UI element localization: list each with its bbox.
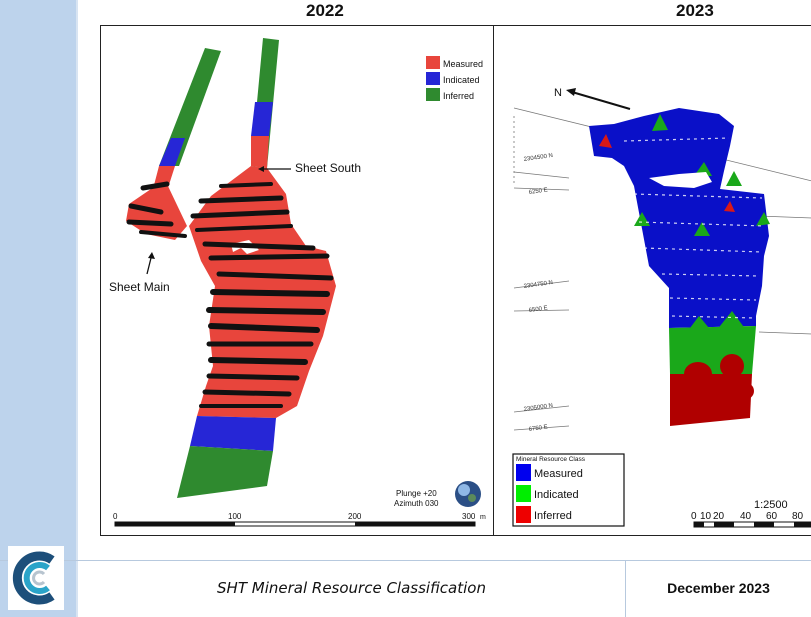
scale2-label-10: 10 — [700, 511, 712, 522]
scale-bar-2023 — [693, 521, 811, 528]
scale-bar-seg-1 — [115, 522, 235, 526]
legend-2022: Measured Indicated Inferred — [426, 56, 483, 101]
legend-2023-title: Mineral Resource Class — [516, 456, 586, 463]
legend-swatch-inferred — [426, 88, 440, 101]
model-2022-figure: Measured Indicated Inferred Sheet South … — [109, 38, 486, 527]
scale-unit: m — [480, 514, 486, 521]
scale-label-300: 300 — [462, 512, 476, 521]
plunge-label: Plunge +20 — [396, 489, 437, 498]
sheet-main-label: Sheet Main — [109, 280, 170, 294]
grid-label-1: 2304500 N — [523, 153, 553, 163]
inferred-domes — [684, 354, 754, 400]
legend-swatch-indicated — [426, 72, 440, 85]
title-2023: 2023 — [676, 1, 714, 20]
left-limb-indicated — [159, 138, 185, 166]
grid-label-5: 2305000 N — [523, 403, 553, 413]
drill-intercepts — [126, 181, 334, 408]
scale-ratio: 1:2500 — [754, 499, 788, 511]
sheet-south-label: Sheet South — [295, 161, 361, 175]
sheet-main-arrow — [146, 257, 152, 275]
left-limb-inferred — [159, 48, 221, 166]
footer-divider — [0, 560, 811, 561]
grid-label-4: 6500 E — [528, 305, 548, 314]
legend-2023-swatch-measured — [516, 464, 531, 481]
legend-swatch-measured — [426, 56, 440, 69]
pit-void-2023 — [649, 172, 712, 188]
scale-label-200: 200 — [348, 512, 362, 521]
right-limb-measured — [251, 136, 269, 168]
orientation-globe-icon — [455, 481, 481, 507]
scale2-label-80: 80 — [792, 511, 804, 522]
panel-2023: 2304500 N 6250 E 2304750 N 6500 E 230500… — [493, 25, 811, 536]
scale-label-100: 100 — [228, 512, 242, 521]
north-arrowhead — [566, 88, 576, 96]
footer-caption: SHT Mineral Resource Classification — [217, 579, 486, 597]
azimuth-label: Azimuth 030 — [394, 499, 439, 508]
legend-label-inferred: Inferred — [443, 91, 474, 101]
legend-2023-label-indicated: Indicated — [534, 489, 579, 501]
scale2-label-0: 0 — [691, 511, 697, 522]
measured-red-spots — [599, 134, 735, 212]
north-arrow-line — [571, 91, 631, 110]
indicated-patches — [634, 114, 770, 336]
grid-label-6: 6750 E — [528, 424, 548, 433]
sheet-south-arrowhead — [258, 166, 264, 172]
legend-2023-swatch-indicated — [516, 485, 531, 502]
title-2022: 2022 — [306, 1, 344, 20]
scale2-label-20: 20 — [713, 511, 725, 522]
panel-2022: Measured Indicated Inferred Sheet South … — [100, 25, 494, 536]
body-measured — [589, 108, 769, 328]
grid-label-2: 6250 E — [528, 187, 548, 196]
footer-column-divider — [625, 560, 626, 617]
footer-date: December 2023 — [667, 580, 770, 596]
legend-label-measured: Measured — [443, 59, 483, 69]
legend-2023-label-measured: Measured — [534, 468, 583, 480]
body-inferred — [670, 374, 752, 426]
legend-2023-label-inferred: Inferred — [534, 510, 572, 522]
grid-label-3: 2304750 N — [523, 280, 553, 290]
legend-2023: Mineral Resource Class Measured Indicate… — [512, 453, 625, 527]
legend-2023-swatch-inferred — [516, 506, 531, 523]
legend-label-indicated: Indicated — [443, 75, 480, 85]
side-accent-bar — [0, 0, 76, 617]
right-limb-indicated — [251, 102, 273, 136]
scale2-label-60: 60 — [766, 511, 778, 522]
side-accent-line — [76, 0, 78, 617]
sheet-main-arrowhead — [148, 252, 155, 259]
company-logo-icon — [8, 546, 64, 610]
north-label: N — [554, 87, 562, 99]
scale-bar-seg-3 — [355, 522, 475, 526]
lower-indicated-band — [190, 416, 276, 451]
drill-traces-2023 — [623, 137, 765, 319]
scale2-label-40: 40 — [740, 511, 752, 522]
model-2023-figure: 2304500 N 6250 E 2304750 N 6500 E 230500… — [512, 87, 811, 528]
scale-label-0: 0 — [113, 512, 118, 521]
lower-inferred-tail — [177, 446, 273, 498]
